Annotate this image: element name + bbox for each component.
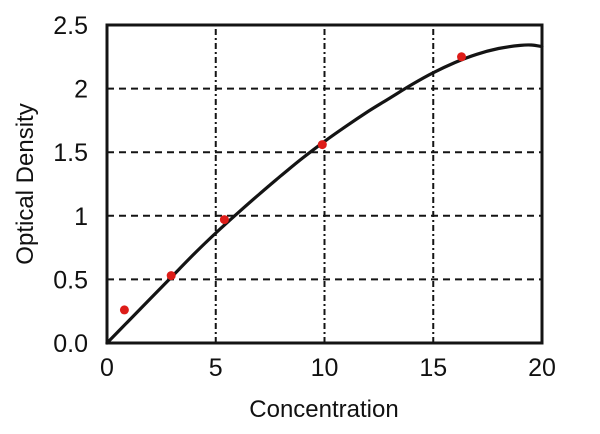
y-tick-label: 0.5: [53, 266, 88, 294]
x-tick-label: 20: [528, 354, 556, 382]
x-axis-title: Concentration: [249, 396, 398, 423]
y-tick-label: 2: [74, 76, 88, 104]
data-point: [166, 271, 176, 281]
y-axis-title: Optical Density: [12, 103, 39, 264]
y-tick-label: 1: [74, 203, 88, 231]
data-point: [317, 140, 327, 150]
x-tick-label: 0: [100, 354, 114, 382]
y-tick-label: 1.5: [53, 139, 88, 167]
x-tick-label: 5: [209, 354, 223, 382]
data-point: [219, 215, 229, 225]
tick-labels: 0 5 10 15 20 0.0 0.5 1 1.5 2 2.5: [53, 12, 556, 382]
data-point: [119, 305, 129, 315]
y-tick-label: 0.0: [53, 330, 88, 358]
y-tick-label: 2.5: [53, 12, 88, 40]
series-layer: [105, 43, 544, 345]
data-point: [457, 52, 466, 62]
x-tick-label: 10: [311, 354, 339, 382]
x-tick-label: 15: [419, 354, 447, 382]
fit-curve: [105, 43, 544, 345]
gridlines: [107, 25, 542, 343]
plot-border: [105, 23, 544, 345]
